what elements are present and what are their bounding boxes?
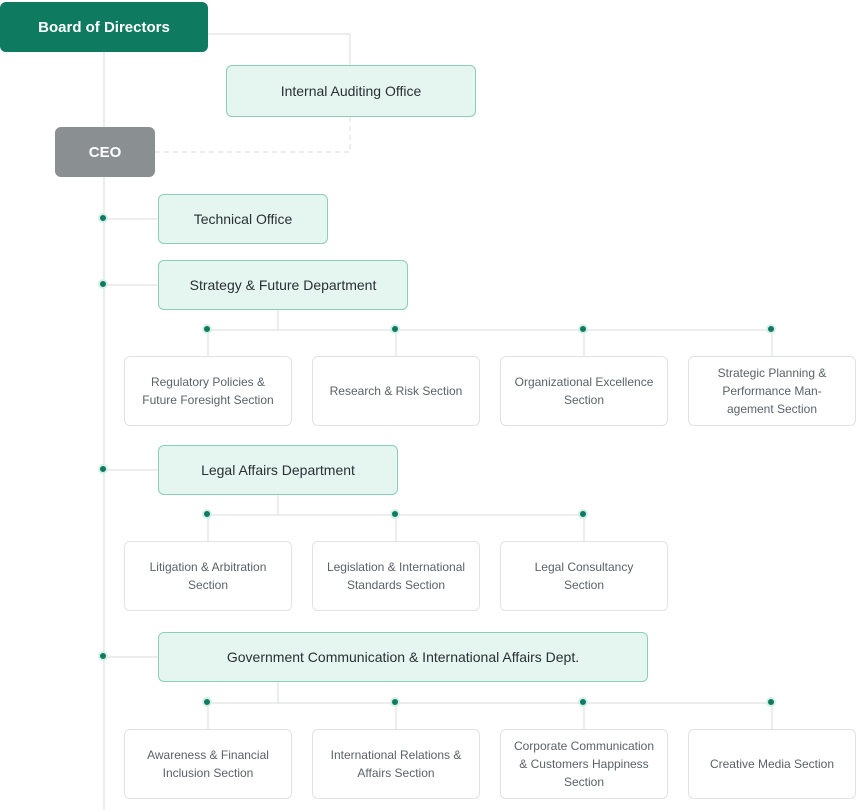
junction-dot	[202, 697, 212, 707]
node-gov_s1: Awareness & Finan­cial Inclusion Section	[124, 729, 292, 799]
node-strat_s4: Strategic Planning & Performance Man­age…	[688, 356, 856, 426]
junction-dot	[578, 697, 588, 707]
node-legal_s2: Legislation & Inter­national Standards S…	[312, 541, 480, 611]
node-audit: Internal Auditing Office	[226, 65, 476, 117]
node-ceo: CEO	[55, 127, 155, 177]
node-legal_s3: Legal Consultancy Section	[500, 541, 668, 611]
node-strat: Strategy & Future Department	[158, 260, 408, 310]
node-strat_s1: Regulatory Policies & Future Foresight S…	[124, 356, 292, 426]
node-gov_s4: Creative Media Section	[688, 729, 856, 799]
junction-dot	[390, 509, 400, 519]
node-gov: Government Communication & International…	[158, 632, 648, 682]
node-legal: Legal Affairs Department	[158, 445, 398, 495]
junction-dot	[98, 651, 108, 661]
junction-dot	[578, 509, 588, 519]
junction-dot	[390, 324, 400, 334]
node-gov_s3: Corporate Communi­cation & Customers Hap…	[500, 729, 668, 799]
junction-dot	[202, 509, 212, 519]
junction-dot	[766, 697, 776, 707]
node-board: Board of Directors	[0, 2, 208, 52]
node-legal_s1: Litigation & Arbitration Section	[124, 541, 292, 611]
junction-dot	[390, 697, 400, 707]
junction-dot	[578, 324, 588, 334]
node-tech: Technical Office	[158, 194, 328, 244]
junction-dot	[98, 464, 108, 474]
node-strat_s2: Research & Risk Section	[312, 356, 480, 426]
junction-dot	[98, 213, 108, 223]
junction-dot	[98, 279, 108, 289]
junction-dot	[766, 324, 776, 334]
node-gov_s2: International Relations & Affairs Sectio…	[312, 729, 480, 799]
junction-dot	[202, 324, 212, 334]
node-strat_s3: Organizational Excellence Section	[500, 356, 668, 426]
